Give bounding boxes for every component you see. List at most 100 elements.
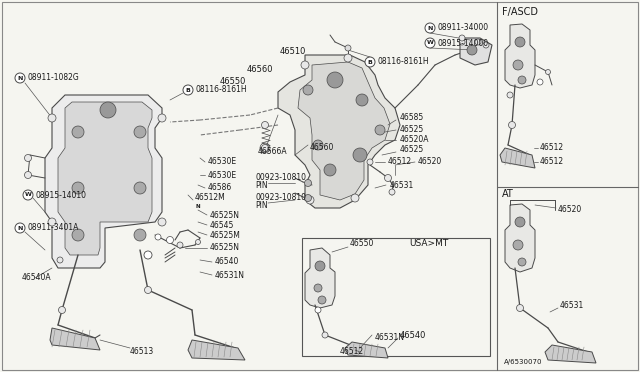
Circle shape — [365, 57, 375, 67]
Text: 46560: 46560 — [310, 144, 334, 153]
Text: B: B — [367, 60, 372, 64]
Circle shape — [262, 144, 269, 151]
Text: 08911-3401A: 08911-3401A — [27, 224, 78, 232]
Polygon shape — [50, 328, 100, 350]
Text: 46525N: 46525N — [210, 244, 240, 253]
Text: 46531N: 46531N — [375, 334, 405, 343]
Polygon shape — [460, 38, 492, 65]
Text: 46540: 46540 — [400, 330, 426, 340]
Text: 46531: 46531 — [560, 301, 584, 310]
Text: 46530E: 46530E — [208, 157, 237, 167]
Text: W: W — [24, 192, 31, 198]
Text: 46525: 46525 — [400, 145, 424, 154]
Circle shape — [15, 223, 25, 233]
Polygon shape — [298, 62, 390, 200]
Circle shape — [513, 240, 523, 250]
Circle shape — [155, 234, 161, 240]
Circle shape — [516, 305, 524, 311]
Circle shape — [318, 296, 326, 304]
Circle shape — [425, 38, 435, 48]
Text: N: N — [17, 76, 22, 80]
Text: 46585: 46585 — [400, 113, 424, 122]
Text: USA>MT: USA>MT — [409, 240, 448, 248]
Text: 46531N: 46531N — [215, 270, 245, 279]
Circle shape — [72, 126, 84, 138]
Text: 46520A: 46520A — [400, 135, 429, 144]
Circle shape — [134, 229, 146, 241]
Text: 46531: 46531 — [390, 180, 414, 189]
Polygon shape — [505, 204, 535, 272]
Circle shape — [515, 217, 525, 227]
Text: N: N — [17, 225, 22, 231]
Circle shape — [367, 159, 373, 165]
Circle shape — [166, 237, 173, 244]
Circle shape — [351, 194, 359, 202]
Text: 46520: 46520 — [558, 205, 582, 215]
Circle shape — [324, 164, 336, 176]
Circle shape — [301, 61, 309, 69]
Circle shape — [537, 79, 543, 85]
Circle shape — [134, 126, 146, 138]
Text: N: N — [428, 26, 433, 31]
Circle shape — [327, 72, 343, 88]
Text: PIN: PIN — [255, 202, 268, 211]
Circle shape — [134, 182, 146, 194]
Circle shape — [48, 218, 56, 226]
Circle shape — [57, 257, 63, 263]
Circle shape — [385, 174, 392, 182]
Circle shape — [513, 60, 523, 70]
Circle shape — [483, 42, 489, 48]
Text: 08116-8161H: 08116-8161H — [377, 58, 429, 67]
Bar — [302, 238, 490, 356]
Text: N: N — [195, 203, 200, 208]
Circle shape — [144, 251, 152, 259]
Text: 46513: 46513 — [130, 347, 154, 356]
Circle shape — [518, 258, 526, 266]
Text: 46525M: 46525M — [210, 231, 241, 240]
Polygon shape — [545, 345, 596, 363]
Text: F/ASCD: F/ASCD — [502, 7, 538, 17]
Text: PIN: PIN — [255, 182, 268, 190]
Circle shape — [183, 85, 193, 95]
Circle shape — [389, 189, 395, 195]
Circle shape — [305, 195, 312, 202]
Text: 46525: 46525 — [400, 125, 424, 135]
Circle shape — [315, 307, 321, 313]
Circle shape — [177, 242, 183, 248]
Circle shape — [15, 73, 25, 83]
Circle shape — [303, 85, 313, 95]
Circle shape — [467, 45, 477, 55]
Polygon shape — [188, 340, 245, 360]
Circle shape — [345, 45, 351, 51]
Text: 00923-10810: 00923-10810 — [255, 173, 306, 183]
Circle shape — [262, 122, 269, 128]
Circle shape — [518, 76, 526, 84]
Text: 46586: 46586 — [208, 183, 232, 192]
Circle shape — [353, 148, 367, 162]
Text: 46566A: 46566A — [258, 148, 287, 157]
Circle shape — [158, 218, 166, 226]
Text: 46512: 46512 — [540, 144, 564, 153]
Circle shape — [195, 240, 200, 244]
Text: 08915-14010: 08915-14010 — [35, 190, 86, 199]
Text: 46512: 46512 — [540, 157, 564, 167]
Polygon shape — [500, 148, 535, 168]
Circle shape — [23, 190, 33, 200]
Circle shape — [509, 122, 515, 128]
Circle shape — [72, 229, 84, 241]
Polygon shape — [505, 24, 535, 88]
Polygon shape — [58, 102, 152, 255]
Text: W: W — [427, 41, 433, 45]
Circle shape — [375, 125, 385, 135]
Circle shape — [425, 23, 435, 33]
Text: 46540: 46540 — [215, 257, 239, 266]
Circle shape — [507, 92, 513, 98]
Text: 08911-34000: 08911-34000 — [437, 23, 488, 32]
Circle shape — [314, 284, 322, 292]
Circle shape — [356, 94, 368, 106]
Circle shape — [459, 35, 465, 41]
Circle shape — [58, 307, 65, 314]
Text: 00923-10810: 00923-10810 — [255, 193, 306, 202]
Circle shape — [158, 114, 166, 122]
Circle shape — [344, 54, 352, 62]
